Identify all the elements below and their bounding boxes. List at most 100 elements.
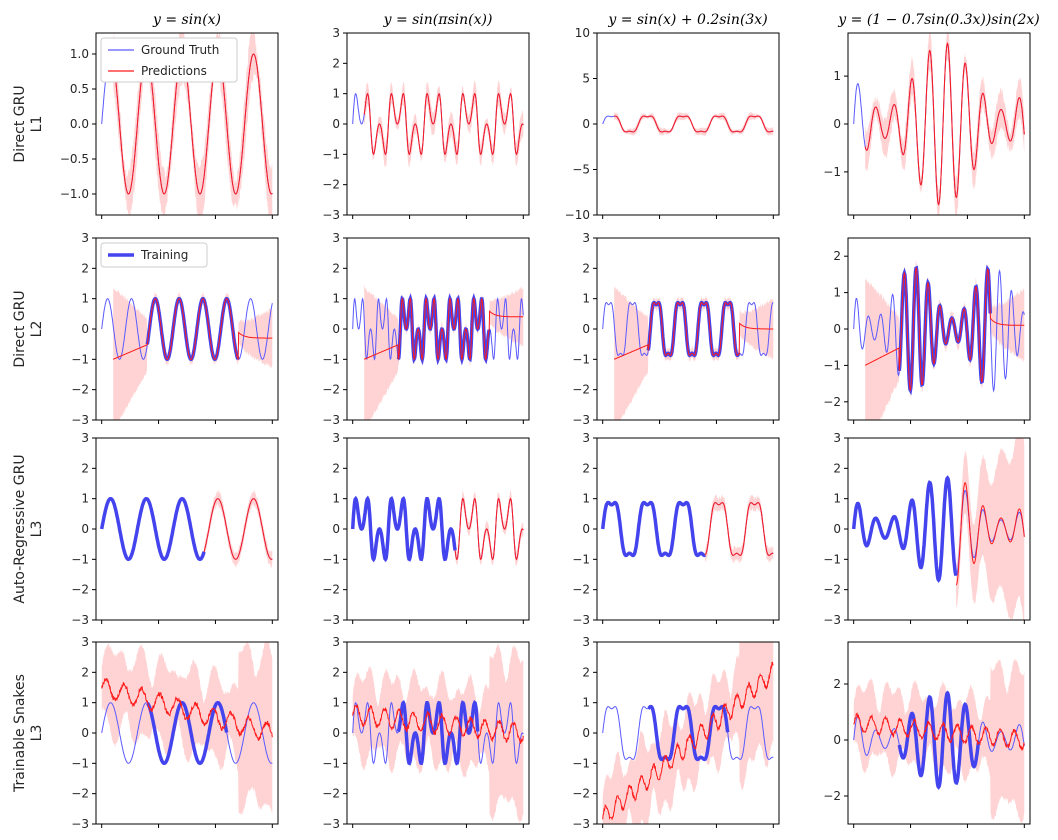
y-tick-label: 0 <box>582 726 590 740</box>
y-tick-label: 2 <box>81 665 89 679</box>
y-tick-label: −3 <box>322 817 340 831</box>
y-tick-label: 0 <box>582 322 590 336</box>
y-tick-label: 0 <box>332 117 340 131</box>
y-tick-label: 1 <box>833 286 841 300</box>
y-tick-label: 2 <box>81 261 89 275</box>
legend-ground-truth: Ground Truth <box>141 43 219 57</box>
y-tick-label: −3 <box>572 613 590 627</box>
legend-top: Ground Truth Predictions <box>100 37 238 83</box>
y-tick-label: 2 <box>332 461 340 475</box>
y-tick-label: 0 <box>332 522 340 536</box>
y-tick-label: 0 <box>833 733 841 747</box>
y-tick-label: −1 <box>322 756 340 770</box>
uncertainty-band <box>204 489 273 569</box>
y-tick-label: 2 <box>582 461 590 475</box>
panel-r2-c3: 3 2 1 0 −1 −2 −3 <box>823 431 1031 627</box>
training-line <box>99 496 206 562</box>
axes-frame <box>346 437 530 621</box>
legend-training-label: Training <box>140 248 188 262</box>
y-tick-label: 0 <box>833 117 841 131</box>
row-label-0: Direct GRU L1 <box>12 85 45 162</box>
y-tick-label: 10 <box>575 26 590 40</box>
y-tick-label: 0 <box>833 322 841 336</box>
y-tick-label: −3 <box>322 208 340 222</box>
y-tick-label: 3 <box>332 431 340 445</box>
y-tick-label: −1.0 <box>60 187 89 201</box>
y-tick-label: 2 <box>332 665 340 679</box>
y-tick-label: 1 <box>332 87 340 101</box>
panel-r1-c0: 3 2 1 0 −1 −2 −3 <box>71 231 279 427</box>
row-label-line: Direct GRU <box>12 85 28 162</box>
y-tick-label: 0 <box>81 726 89 740</box>
row-label-line: L2 <box>29 321 45 338</box>
col-title-3: y = (1 − 0.7sin(0.3x))sin(2x) <box>837 12 1039 28</box>
col-title-0: y = sin(x) <box>152 12 221 28</box>
y-tick-label: 1 <box>332 696 340 710</box>
panel-r2-c0: 3 2 1 0 −1 −2 −3 <box>71 431 279 627</box>
predictions-line <box>363 92 524 156</box>
predictions-line <box>614 115 774 133</box>
panel-r1-c2: 3 2 1 0 −1 −2 −3 <box>572 231 780 427</box>
y-tick-label: 0.0 <box>70 117 89 131</box>
panel-r0-c3: 1 0 −1 <box>823 32 1031 219</box>
row-label-line: L3 <box>29 725 45 742</box>
axes-frame <box>847 641 1031 825</box>
y-tick-label: 0 <box>332 726 340 740</box>
y-tick-label: −1 <box>322 352 340 366</box>
y-tick-label: −3 <box>322 413 340 427</box>
uncertainty-band <box>602 642 774 824</box>
y-tick-label: −2 <box>71 383 89 397</box>
y-tick-label: 3 <box>81 635 89 649</box>
y-tick-label: −10 <box>565 208 590 222</box>
panel-r3-c0: 3 2 1 0 −1 −2 −3 <box>71 635 279 831</box>
y-tick-label: −2 <box>823 395 841 409</box>
training-line <box>851 475 958 583</box>
y-tick-label: 2 <box>833 677 841 691</box>
y-tick-label: 3 <box>582 635 590 649</box>
y-tick-label: 1.0 <box>70 47 89 61</box>
predictions-line <box>112 53 273 195</box>
y-tick-label: 2 <box>582 665 590 679</box>
row-label-line: Direct GRU <box>12 290 28 367</box>
y-tick-label: 1 <box>582 696 590 710</box>
panel-r2-c2: 3 2 1 0 −1 −2 −3 <box>572 431 780 627</box>
y-tick-label: 3 <box>81 431 89 445</box>
y-tick-label: −2 <box>572 383 590 397</box>
y-tick-label: −3 <box>572 817 590 831</box>
y-tick-label: 2 <box>332 56 340 70</box>
y-tick-label: −1 <box>572 552 590 566</box>
predictions-line <box>853 712 1025 752</box>
row-label-3: Trainable Snakes L3 <box>12 674 45 793</box>
y-tick-label: 2 <box>81 461 89 475</box>
predictions-line <box>864 267 1025 392</box>
y-tick-label: 0 <box>81 522 89 536</box>
uncertainty-band <box>865 259 1025 420</box>
y-tick-label: −3 <box>71 413 89 427</box>
predictions-line <box>112 298 273 361</box>
row-label-line: Trainable Snakes <box>12 674 28 793</box>
y-tick-label: −2 <box>823 583 841 597</box>
y-tick-label: 1 <box>833 492 841 506</box>
panel-r2-c1: 3 2 1 0 −1 −2 −3 <box>322 431 530 627</box>
y-tick-label: −0.5 <box>60 152 89 166</box>
y-tick-label: 2 <box>833 249 841 263</box>
uncertainty-band <box>455 489 524 566</box>
y-tick-label: −3 <box>71 817 89 831</box>
predictions-line <box>352 703 524 745</box>
y-tick-label: −2 <box>823 789 841 803</box>
predictions-line <box>454 497 524 561</box>
y-tick-label: −2 <box>322 583 340 597</box>
predictions-line <box>101 677 273 742</box>
panel-r3-c1: 3 2 1 0 −1 −2 −3 <box>322 635 530 831</box>
uncertainty-band <box>853 658 1025 824</box>
uncertainty-band <box>364 285 524 420</box>
y-tick-label: −2 <box>572 583 590 597</box>
panel-r1-c3: 2 1 0 −1 −2 <box>823 237 1031 424</box>
y-tick-label: 2 <box>332 261 340 275</box>
y-tick-label: −1 <box>322 552 340 566</box>
y-tick-label: −3 <box>322 613 340 627</box>
panel-r0-c1: 3 2 1 0 −1 −2 −3 <box>322 26 530 222</box>
y-tick-label: −1 <box>572 352 590 366</box>
y-tick-label: −3 <box>823 613 841 627</box>
